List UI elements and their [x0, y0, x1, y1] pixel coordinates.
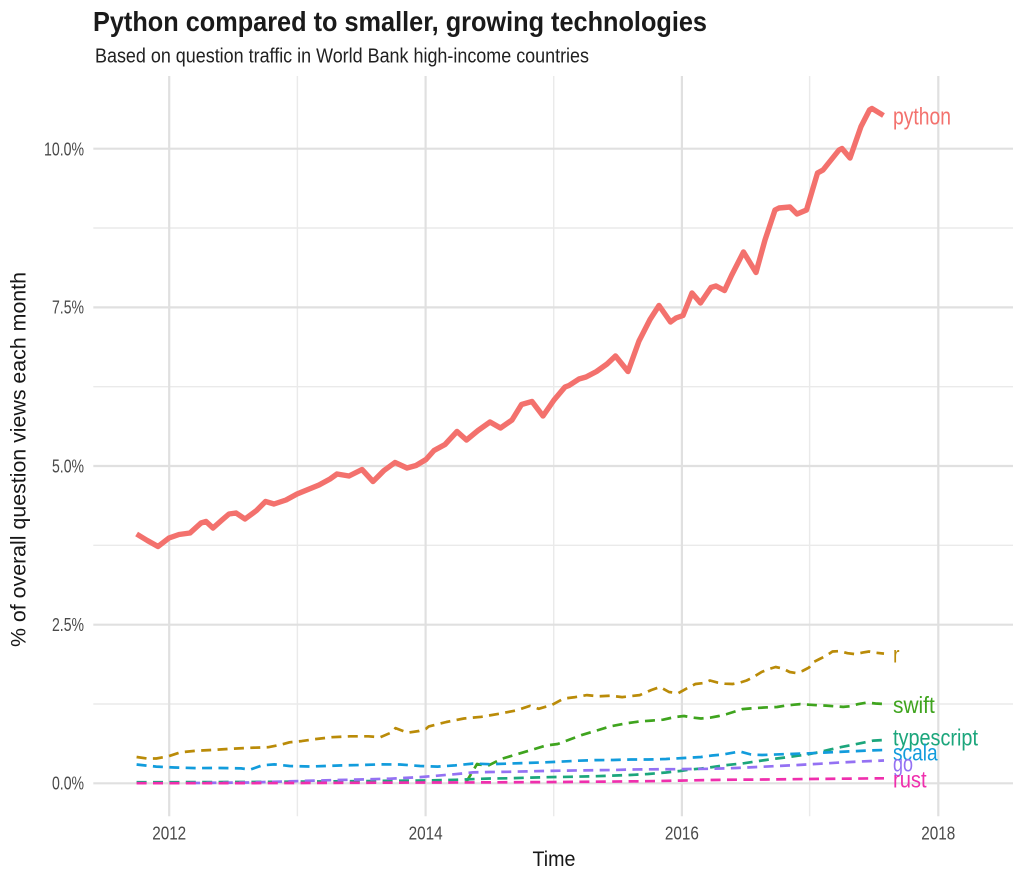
svg-text:2.5%: 2.5%	[52, 615, 84, 635]
svg-text:10.0%: 10.0%	[44, 140, 84, 160]
svg-text:% of overall question views ea: % of overall question views each month	[8, 272, 31, 647]
svg-text:5.0%: 5.0%	[52, 456, 84, 476]
svg-text:2014: 2014	[409, 824, 443, 844]
svg-text:7.5%: 7.5%	[52, 298, 84, 318]
svg-text:Python compared to smaller, gr: Python compared to smaller, growing tech…	[93, 6, 707, 37]
svg-text:go: go	[893, 751, 913, 777]
svg-text:2018: 2018	[921, 824, 955, 844]
svg-text:typescript: typescript	[893, 725, 979, 751]
svg-text:2016: 2016	[665, 824, 699, 844]
svg-text:Time: Time	[533, 848, 576, 871]
svg-text:0.0%: 0.0%	[52, 774, 84, 794]
svg-text:Based on question traffic in W: Based on question traffic in World Bank …	[95, 46, 589, 68]
svg-text:r: r	[893, 642, 900, 668]
svg-text:python: python	[893, 104, 951, 131]
svg-text:2012: 2012	[152, 824, 186, 844]
svg-text:swift: swift	[893, 692, 935, 718]
svg-text:rust: rust	[893, 767, 927, 793]
svg-text:scala: scala	[893, 740, 938, 766]
